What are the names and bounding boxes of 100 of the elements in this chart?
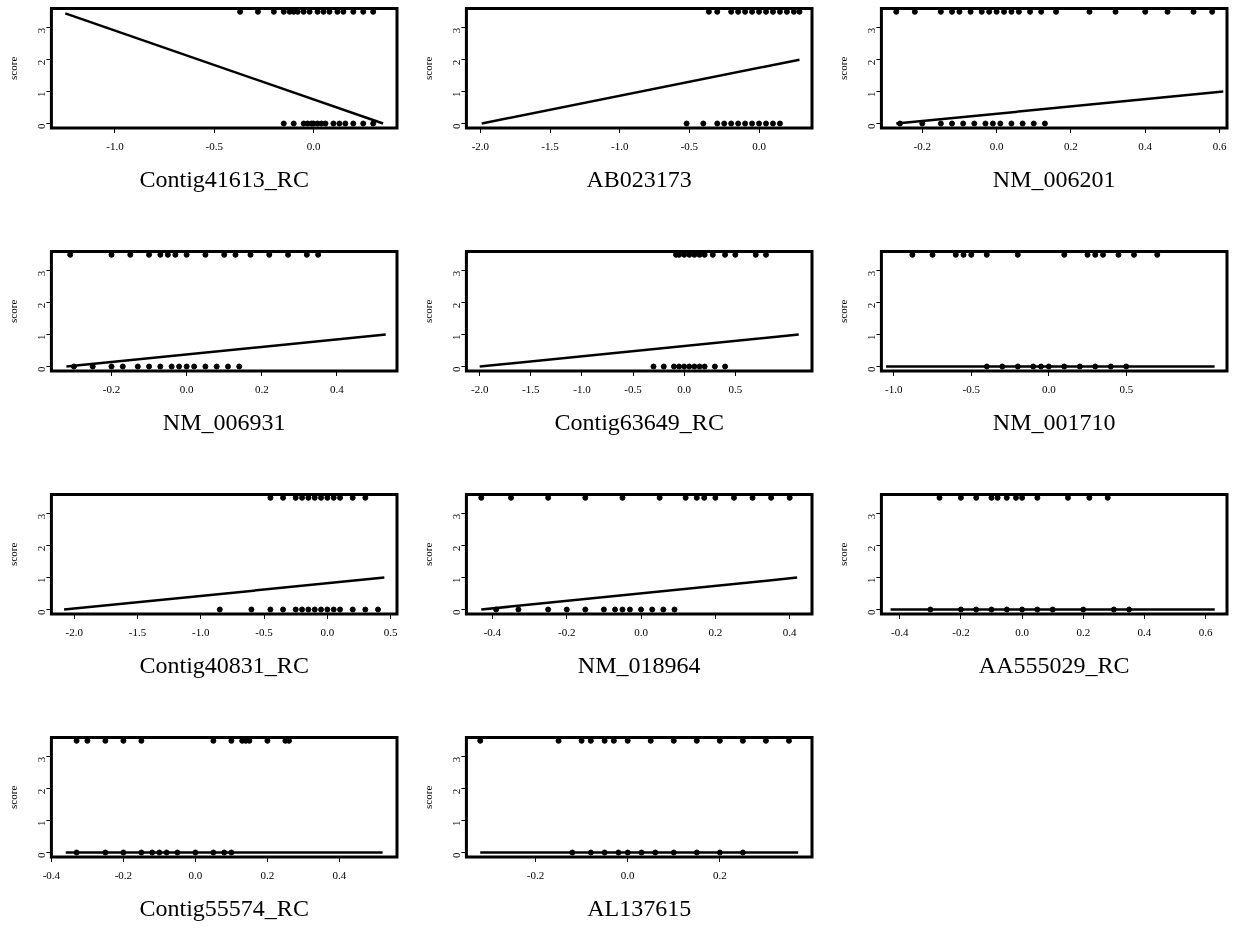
x-axis-title: Contig40831_RC <box>139 651 309 678</box>
y-axis-title: score <box>422 56 435 80</box>
x-tick-label: 0.0 <box>1015 626 1030 639</box>
x-tick-label: -1.0 <box>573 383 592 396</box>
x-tick-label: -0.2 <box>102 383 121 396</box>
x-tick-label: -0.5 <box>255 626 274 639</box>
x-tick-label: 0.0 <box>620 869 636 882</box>
y-axis-title: score <box>7 542 20 566</box>
x-tick-label: 0.2 <box>712 869 727 882</box>
y-tick-label: 0 <box>865 123 878 130</box>
y-axis-title: score <box>422 785 435 809</box>
x-tick-label: -0.2 <box>952 626 970 639</box>
y-tick-label: 2 <box>450 59 463 66</box>
y-axis-title: score <box>422 299 435 323</box>
x-tick-label: -2.0 <box>471 140 490 153</box>
y-tick-label: 1 <box>450 334 463 341</box>
y-tick-label: 1 <box>35 820 48 827</box>
y-tick-label: 0 <box>35 366 48 373</box>
x-tick-label: -1.0 <box>192 626 210 639</box>
y-tick-label: 0 <box>35 123 48 130</box>
y-tick-label: 1 <box>35 577 48 584</box>
x-tick-label: -2.0 <box>470 383 489 396</box>
x-tick-label: -2.0 <box>65 626 84 639</box>
x-axis-title: NM_006931 <box>162 408 286 435</box>
x-axis-title: AB023173 <box>586 165 692 192</box>
x-tick-label: 0.6 <box>1212 140 1227 153</box>
x-axis-title: Contig55574_RC <box>139 894 309 921</box>
y-tick-label: 2 <box>35 788 48 795</box>
x-tick-label: -0.2 <box>114 869 133 882</box>
x-tick-label: -0.2 <box>558 626 576 639</box>
x-axis-title: Contig41613_RC <box>139 165 309 192</box>
y-tick-label: 1 <box>450 91 463 98</box>
x-tick-label: 0.6 <box>1198 626 1213 639</box>
y-tick-label: 3 <box>450 27 463 34</box>
y-tick-label: 0 <box>450 123 463 130</box>
y-tick-label: 0 <box>35 852 48 859</box>
y-tick-label: 0 <box>450 609 463 616</box>
x-tick-label: 0.2 <box>1076 626 1091 639</box>
x-tick-label: -1.5 <box>522 383 541 396</box>
x-tick-label: 0.2 <box>1064 140 1078 153</box>
y-tick-label: 0 <box>450 852 463 859</box>
x-tick-label: 0.4 <box>330 383 345 396</box>
y-axis-title: score <box>7 299 20 323</box>
x-tick-label: 0.4 <box>1138 140 1153 153</box>
x-axis-title: NM_001710 <box>992 408 1116 435</box>
y-tick-label: 2 <box>865 59 878 66</box>
y-tick-label: 2 <box>450 302 463 309</box>
x-tick-label: 0.2 <box>254 383 269 396</box>
x-tick-label: -0.4 <box>483 626 502 639</box>
x-tick-label: -1.0 <box>885 383 903 396</box>
x-tick-label: 0.2 <box>260 869 275 882</box>
x-tick-label: 0.0 <box>752 140 767 153</box>
y-tick-label: 3 <box>865 270 878 277</box>
x-axis-title: AA555029_RC <box>978 651 1130 678</box>
y-tick-label: 0 <box>35 609 48 616</box>
x-axis-title: AL137615 <box>587 894 692 921</box>
y-tick-label: 2 <box>865 545 878 552</box>
x-tick-label: 0.5 <box>728 383 743 396</box>
y-tick-label: 1 <box>865 91 878 98</box>
x-tick-label: 0.4 <box>332 869 347 882</box>
x-tick-label: -0.5 <box>962 383 981 396</box>
x-axis-title: Contig63649_RC <box>554 408 724 435</box>
y-tick-label: 1 <box>35 334 48 341</box>
y-axis-title: score <box>7 56 20 80</box>
x-tick-label: 0.5 <box>1119 383 1134 396</box>
y-tick-label: 2 <box>865 302 878 309</box>
x-tick-label: 0.0 <box>1041 383 1057 396</box>
x-tick-label: 0.0 <box>179 383 195 396</box>
y-tick-label: 2 <box>35 59 48 66</box>
x-tick-label: 0.0 <box>634 626 649 639</box>
y-tick-label: 2 <box>35 545 48 552</box>
x-tick-label: -0.5 <box>205 140 224 153</box>
y-tick-label: 3 <box>35 513 48 520</box>
y-tick-label: 2 <box>35 302 48 309</box>
x-tick-label: 0.5 <box>383 626 399 639</box>
y-tick-label: 1 <box>35 91 48 98</box>
y-tick-label: 3 <box>865 513 878 520</box>
x-tick-label: 0.0 <box>188 869 203 882</box>
x-axis-title: NM_006201 <box>992 165 1116 192</box>
y-tick-label: 3 <box>35 270 48 277</box>
x-tick-label: -1.5 <box>541 140 560 153</box>
x-tick-label: -1.0 <box>610 140 629 153</box>
x-tick-label: 0.0 <box>989 140 1004 153</box>
y-axis-title: score <box>422 542 435 566</box>
y-tick-label: 3 <box>35 27 48 34</box>
x-tick-label: -0.2 <box>913 140 931 153</box>
x-tick-label: -1.0 <box>106 140 125 153</box>
x-tick-label: -0.4 <box>891 626 909 639</box>
y-axis-title: score <box>7 785 20 809</box>
y-tick-label: 1 <box>865 577 878 584</box>
y-axis-title: score <box>837 56 850 80</box>
y-tick-label: 3 <box>865 27 878 34</box>
x-tick-label: -0.5 <box>624 383 643 396</box>
y-tick-label: 3 <box>450 270 463 277</box>
y-tick-label: 1 <box>865 334 878 341</box>
x-tick-label: 0.0 <box>320 626 335 639</box>
y-axis-title: score <box>837 542 850 566</box>
x-tick-label: 0.2 <box>708 626 723 639</box>
x-axis-title: NM_018964 <box>577 651 701 678</box>
x-tick-label: -0.4 <box>42 869 61 882</box>
